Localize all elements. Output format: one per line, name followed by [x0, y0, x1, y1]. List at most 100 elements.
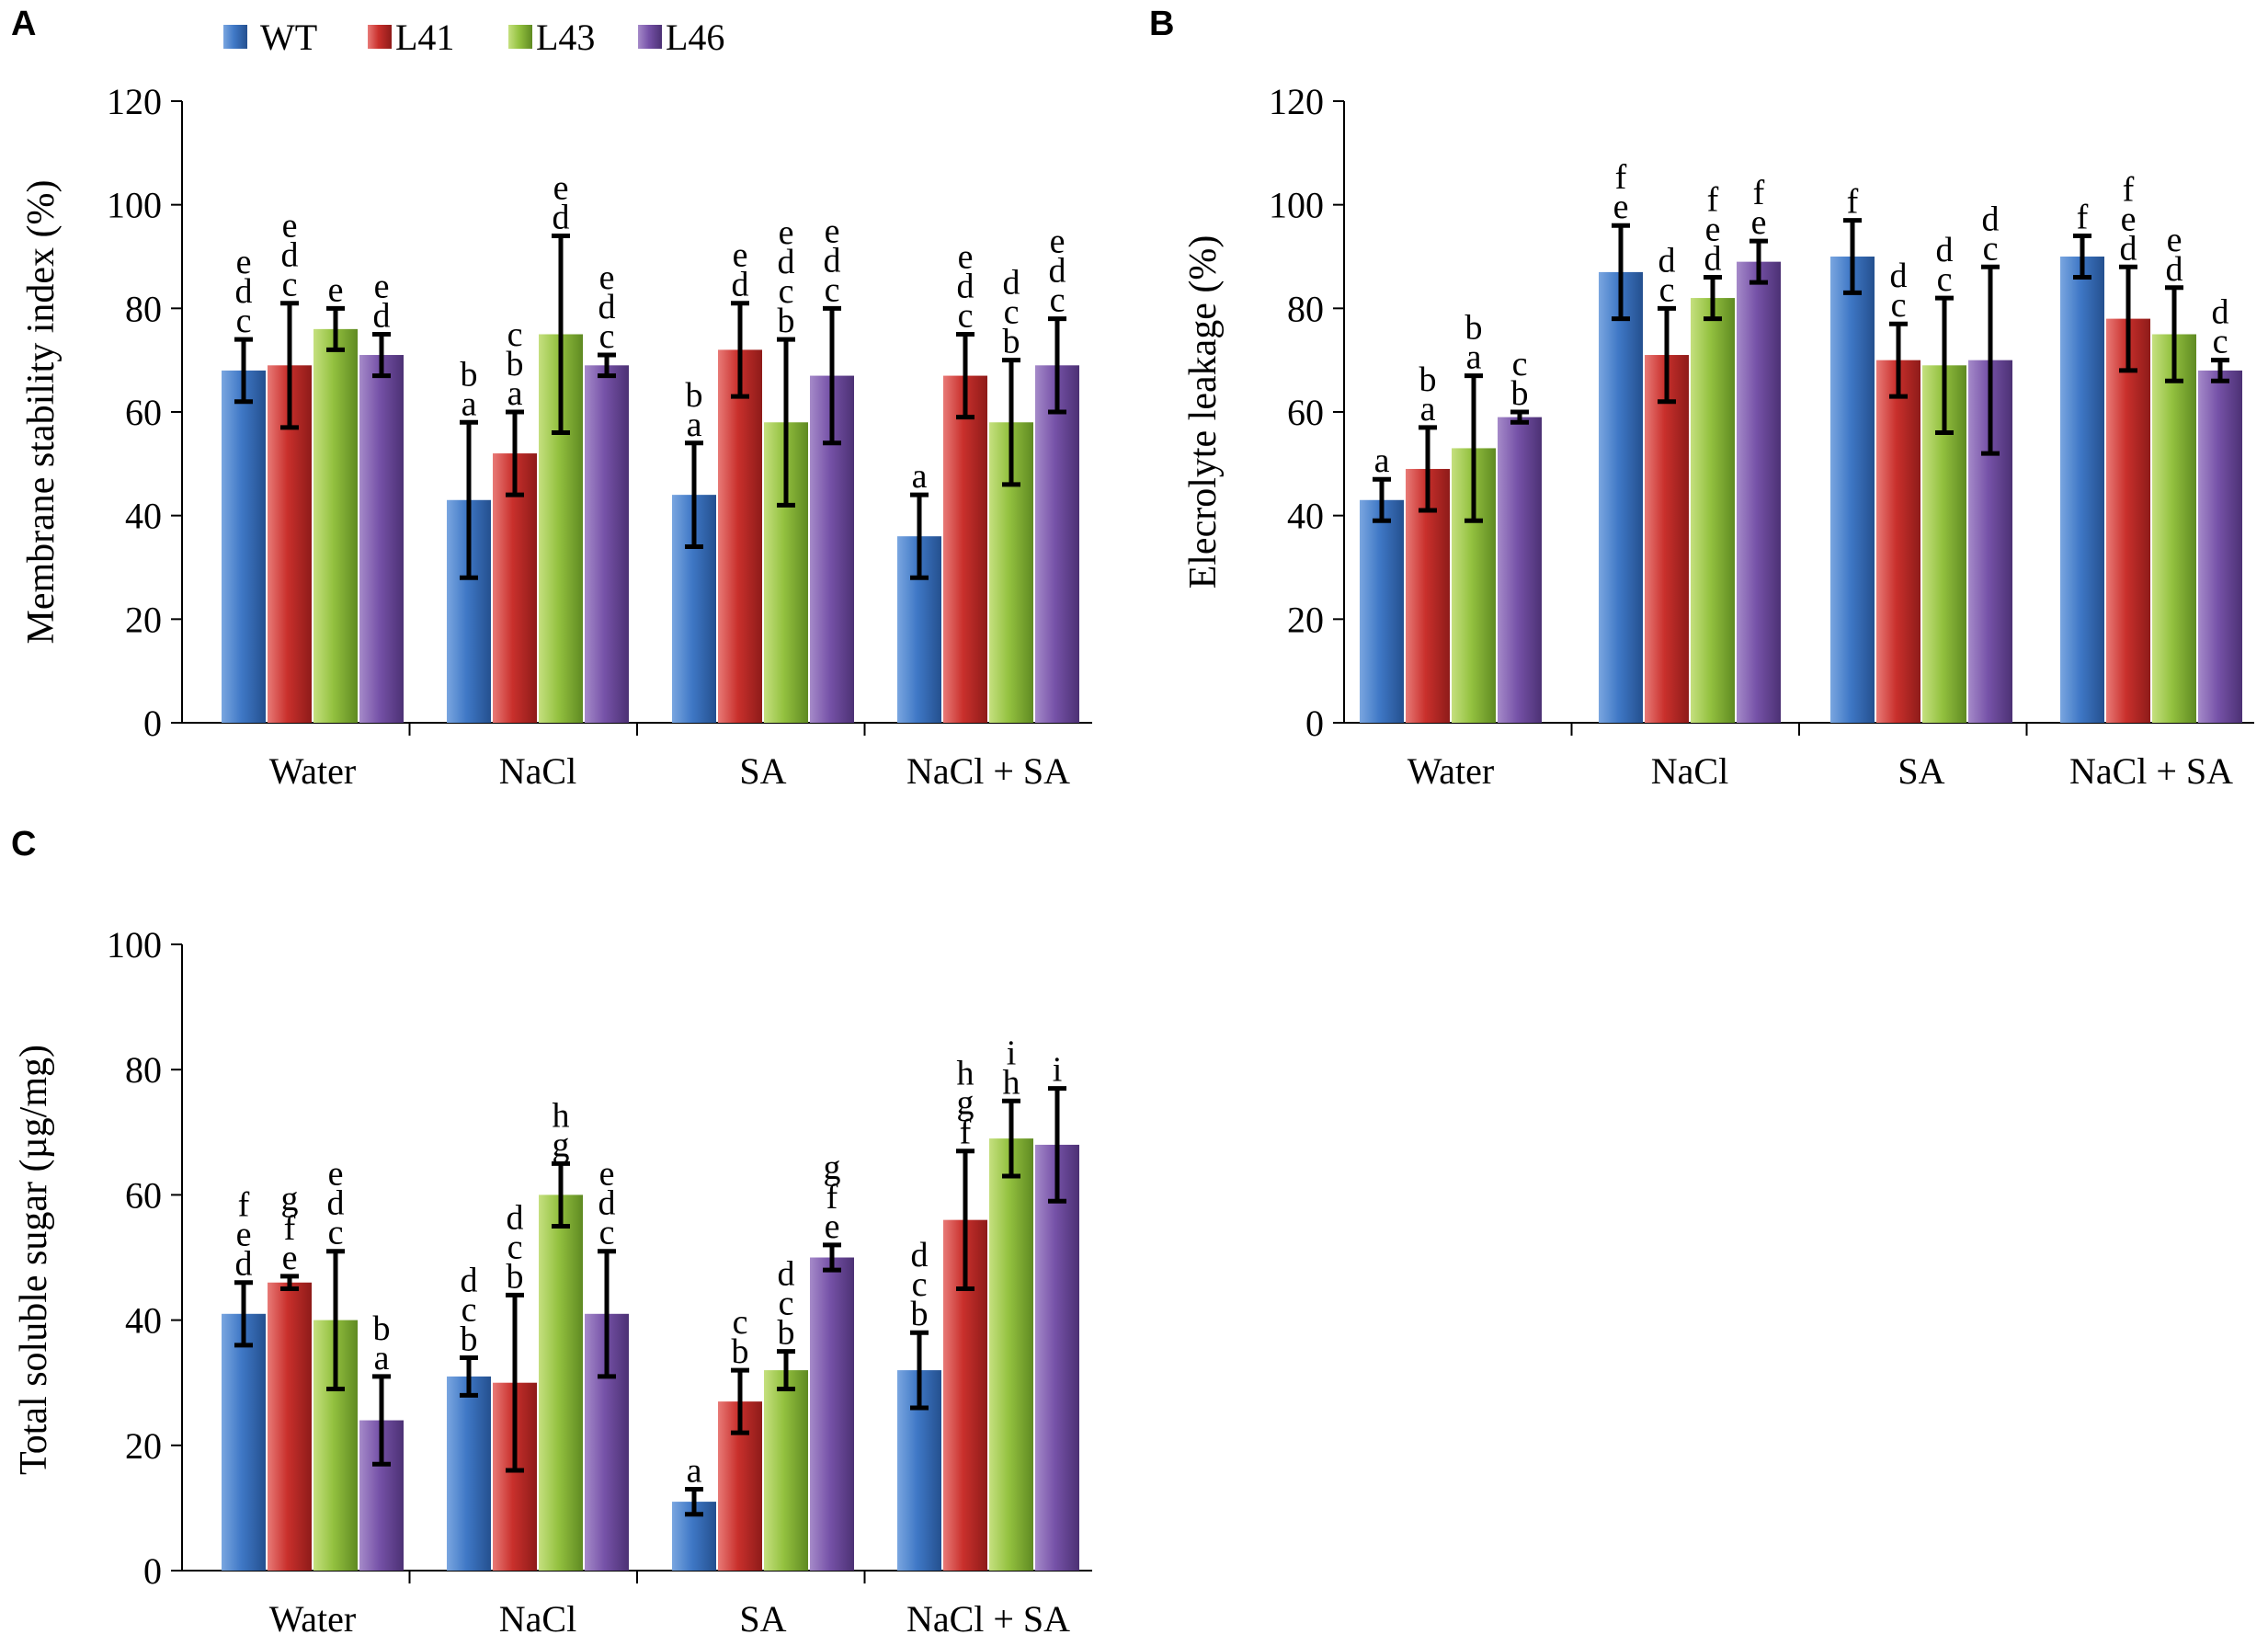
significance-letter-l43-nacl: e: [553, 168, 569, 207]
significance-letter-l43-nacl-sa: i: [1007, 1034, 1017, 1072]
significance-letter-l46-water: c: [1512, 345, 1528, 383]
significance-letter-l43-sa: d: [778, 1255, 795, 1294]
significance-letter-l41-nacl-sa: h: [957, 1055, 974, 1093]
significance-letter-l43-water: a: [1466, 338, 1482, 377]
legend-swatch-l41: [368, 25, 392, 49]
x-tick-label-water: Water: [1408, 750, 1495, 792]
y-tick-label: 60: [1287, 392, 1324, 433]
significance-letter-l46-nacl: d: [598, 1184, 616, 1223]
legend-label-l41: L41: [395, 17, 454, 58]
significance-letter-wt-water: d: [235, 272, 253, 311]
y-tick-label: 20: [1287, 599, 1324, 640]
bar-l43-nacl-sa: [2152, 334, 2196, 723]
significance-letter-l41-sa: d: [1890, 257, 1908, 295]
significance-letter-l46-sa: e: [825, 1207, 840, 1246]
bar-l46-nacl-sa: [2198, 370, 2242, 723]
significance-letter-wt-nacl-sa: a: [912, 457, 928, 496]
bar-l43-nacl: [1691, 298, 1735, 723]
significance-letter-l41-nacl: d: [1658, 241, 1676, 280]
significance-letter-wt-nacl-sa: d: [911, 1236, 929, 1275]
x-tick-label-sa: SA: [739, 1598, 786, 1640]
x-tick-label-sa: SA: [1898, 750, 1944, 792]
significance-letter-l41-nacl: c: [1659, 270, 1675, 309]
significance-letter-l46-water: b: [1511, 374, 1529, 413]
legend-label-l43: L43: [536, 17, 595, 58]
bar-l41-nacl: [493, 453, 537, 723]
legend-swatch-l46: [638, 25, 662, 49]
x-tick-label-nacl: NaCl: [499, 750, 576, 792]
significance-letter-l46-nacl: f: [1753, 174, 1765, 212]
y-tick-label: 80: [1287, 288, 1324, 329]
significance-letter-l41-water: f: [284, 1209, 296, 1248]
significance-letter-wt-nacl: b: [461, 1320, 478, 1358]
significance-letter-wt-nacl-sa: f: [2077, 198, 2089, 236]
bar-wt-nacl-sa: [2060, 257, 2104, 723]
significance-letter-wt-nacl: d: [461, 1261, 478, 1299]
significance-letter-l43-nacl-sa: d: [2166, 250, 2183, 289]
significance-letter-l43-nacl-sa: h: [1003, 1063, 1020, 1102]
legend-label-l46: L46: [666, 17, 724, 58]
bar-l41-sa: [1876, 360, 1920, 723]
significance-letter-l46-sa: g: [824, 1149, 841, 1187]
significance-letter-l43-nacl: g: [553, 1126, 570, 1164]
significance-letter-l43-nacl-sa: e: [2167, 221, 2183, 259]
bar-l41-nacl-sa: [2106, 318, 2150, 723]
significance-letter-l46-sa: e: [825, 211, 840, 250]
bar-wt-water: [222, 1313, 266, 1571]
legend: WT L41 L43 L46: [223, 17, 724, 58]
x-tick-label-nacl-sa: NaCl + SA: [906, 1598, 1070, 1640]
significance-letter-l41-nacl-sa: e: [2121, 200, 2137, 238]
significance-letter-l41-water: e: [282, 1239, 298, 1277]
significance-letter-wt-nacl: a: [462, 384, 477, 423]
significance-letter-l46-nacl-sa: c: [1050, 281, 1066, 320]
significance-letter-l43-sa: b: [778, 302, 795, 340]
significance-letter-l41-water: e: [282, 207, 298, 246]
significance-letter-l41-nacl-sa: d: [957, 268, 974, 306]
bar-l46-nacl: [1737, 261, 1781, 723]
y-tick-label: 80: [125, 1049, 162, 1091]
significance-letter-l46-nacl: e: [599, 1155, 615, 1194]
significance-letter-l46-nacl-sa: c: [2213, 323, 2228, 361]
bar-l43-sa: [764, 1370, 808, 1571]
panel-label-c: C: [11, 825, 36, 863]
significance-letter-l41-water: c: [282, 266, 298, 304]
x-tick-label-nacl: NaCl: [499, 1598, 576, 1640]
significance-letter-l43-nacl-sa: c: [1004, 293, 1020, 332]
significance-letter-l43-nacl: f: [1707, 181, 1719, 220]
x-tick-label-nacl-sa: NaCl + SA: [2069, 750, 2233, 792]
bar-l46-nacl: [585, 365, 629, 723]
significance-letter-l41-nacl: c: [507, 1228, 523, 1266]
y-axis-label: Membrane stability index (%): [20, 179, 63, 644]
bar-l46-nacl-sa: [1035, 1144, 1079, 1571]
y-tick-label: 60: [125, 392, 162, 433]
bar-l43-nacl-sa: [989, 1138, 1033, 1571]
significance-letter-wt-water: d: [235, 1245, 253, 1284]
significance-letter-l43-water: b: [1465, 309, 1483, 348]
significance-letter-l43-sa: c: [779, 1285, 794, 1323]
significance-letter-l43-nacl: d: [553, 198, 570, 236]
significance-letter-l43-sa: b: [778, 1314, 795, 1353]
significance-letter-l43-nacl: e: [1705, 211, 1721, 249]
significance-letter-wt-sa: a: [687, 406, 702, 444]
y-tick-label: 100: [107, 924, 162, 966]
significance-letter-wt-sa: b: [686, 376, 703, 415]
significance-letter-l46-water: b: [373, 1309, 391, 1348]
y-tick-label: 0: [1305, 703, 1324, 744]
panel-b: B Elecrolyte leakage (%) 0 20 40 60 80 100 120…: [1149, 5, 2254, 792]
significance-letter-l41-nacl-sa: d: [2120, 229, 2137, 268]
significance-letter-wt-water: f: [238, 1186, 250, 1225]
y-axis-label: Total soluble sugar (µg/mg): [13, 1045, 55, 1475]
significance-letter-l46-nacl-sa: d: [1049, 252, 1066, 291]
y-tick-label: 60: [125, 1174, 162, 1216]
panel-a: A Membrane stability index (%) 0 20 40 60 80…: [11, 5, 1092, 792]
y-tick-label: 0: [143, 703, 162, 744]
significance-letter-l41-sa: c: [1891, 286, 1907, 325]
bar-l41-nacl-sa: [943, 375, 987, 723]
bar-l46-water: [1498, 417, 1542, 723]
significance-letter-l46-nacl: c: [599, 317, 615, 356]
significance-letter-l43-sa: d: [778, 243, 795, 281]
significance-letter-l41-nacl: c: [507, 315, 523, 354]
significance-letter-l41-nacl: b: [507, 1257, 524, 1296]
significance-letter-l41-nacl-sa: c: [958, 297, 974, 336]
